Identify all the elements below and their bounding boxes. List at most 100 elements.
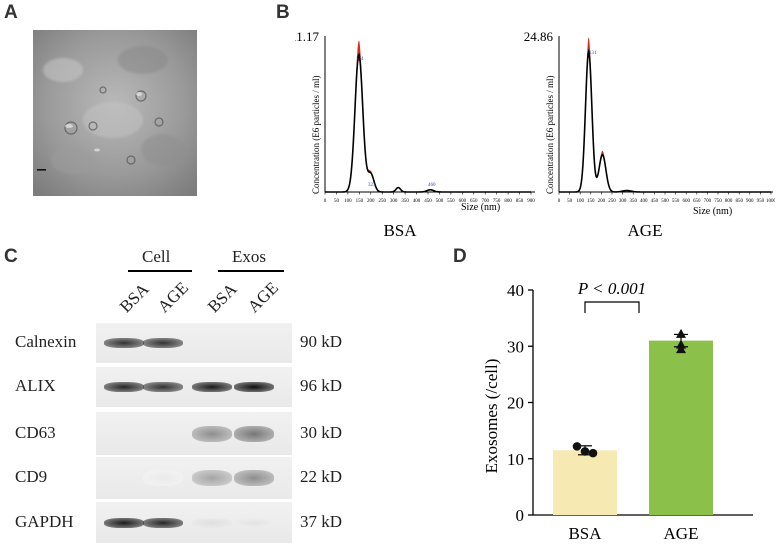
y-axis-label: Exosomes (/cell) [482,359,501,474]
x-tick-label: 400 [413,199,421,204]
y-tick-label: 40 [507,281,524,300]
blot-band [104,517,144,528]
x-tick-label: 50 [567,199,573,204]
panel-letter-c: C [4,246,18,267]
x-tick-label: 50 [334,199,340,204]
group-underline-cell [128,270,192,272]
blot-band [143,382,183,392]
bsa-peak-label-3: 460 [428,183,436,188]
bsa-error-band [325,40,531,193]
blot-label-0: Calnexin [15,332,77,351]
tem-micrograph [33,30,197,196]
blot-band [104,382,144,392]
age-error-band [559,37,771,192]
x-tick-label: 100 [576,199,584,204]
y-tick-label: 30 [507,337,524,356]
age-x-ticks: 0 50 100 150 200 250 300 350 400 450 500 550 600 650 7… [558,192,775,204]
significance-bracket [584,301,640,313]
blot-band [234,517,274,528]
group-header-cell: Cell [142,247,171,266]
error-band [325,40,531,193]
x-tick-label: 550 [672,199,680,204]
x-tick-label: 200 [598,199,606,204]
x-tick-label: 650 [693,199,701,204]
x-tick-label: 750 [714,199,722,204]
x-tick-label: 900 [527,199,535,204]
group-underline-exos [218,270,284,272]
lane-label-4: AGE [243,278,283,317]
blot-band [234,382,274,392]
blot-kd-4: 37 kD [300,511,343,531]
y-tick-label: 10 [507,450,524,469]
age-mean-curve [559,48,771,193]
blot-band [143,470,183,486]
lane-label-2: AGE [153,278,193,317]
x-tick-label: 350 [629,199,637,204]
nta-plots: 11.17 Concentration (E6 particles / ml) … [295,29,775,240]
lane-label-3: BSA [203,279,241,317]
age-y-axis-label: Concentration (E6 particles / ml) [545,76,555,194]
age-ymax-label: 24.86 [524,29,554,44]
x-tick-label: 700 [704,199,712,204]
blot-kd-2: 30 kD [300,422,343,442]
blot-band [192,425,232,442]
data-point [580,447,590,456]
bsa-y-axis-label: Concentration (E6 particles / ml) [311,76,321,194]
bsa-ymax-label: 11.17 [295,29,319,44]
blot-kd-1: 96 kD [300,376,343,395]
y-tick-label: 0 [516,506,525,525]
x-tick-label: 450 [424,199,432,204]
blot-strip-0 [96,323,292,363]
group-header-exos: Exos [232,247,266,266]
x-tick-label: 0 [558,199,561,204]
x-tick-label: 400 [640,199,648,204]
blot-band [192,517,232,528]
x-tick-label: 950 [757,199,765,204]
bsa-mean-curve [325,52,531,193]
blot-strip-1 [96,367,292,407]
x-tick-label: 1000 [766,199,775,204]
blot-band [234,425,274,442]
blot-strip-3 [96,457,292,499]
age-plot-name: AGE [628,221,663,240]
x-tick-label: 500 [661,199,669,204]
panel-letter-a: A [4,2,18,23]
bsa-peak-label-2: 323 [368,183,376,188]
x-tick-label: 800 [504,199,512,204]
blot-label-3: CD9 [15,467,48,486]
blot-band [192,382,232,392]
blot-kd-0: 90 kD [300,332,343,351]
bar-age [649,340,713,515]
data-point [676,328,686,338]
blot-strip-4 [96,502,292,543]
x-tick-label: 300 [390,199,398,204]
x-tick-label: 200 [367,199,375,204]
blot-label-2: CD63 [15,422,56,442]
x-tick-label: 100 [344,199,352,204]
bsa-plot-name: BSA [383,221,417,240]
x-tick-label: 600 [459,199,467,204]
blot-kd-3: 22 kD [300,467,343,486]
x-tick-label: 0 [324,199,327,204]
blot-band [104,338,144,348]
x-tick-label: 850 [516,199,524,204]
x-tick-label: 800 [725,199,733,204]
x-tick-label: 700 [481,199,489,204]
x-tick-label: 750 [493,199,501,204]
x-tick-label: 250 [608,199,616,204]
data-point [676,344,686,354]
panel-letter-b: B [276,2,290,23]
blot-band [143,517,183,528]
x-tick-label: 350 [401,199,409,204]
blot-band [192,470,232,486]
data-point [572,442,582,451]
x-tick-label: 250 [378,199,386,204]
data-point [588,448,598,458]
x-tick-label: 600 [682,199,690,204]
x-tick-label: 500 [436,199,444,204]
x-tick-label: 150 [587,199,595,204]
blot-label-1: ALIX [15,376,56,395]
panel-letter-d: D [453,246,467,267]
x-category-label: AGE [664,524,699,543]
x-tick-label: 650 [470,199,478,204]
